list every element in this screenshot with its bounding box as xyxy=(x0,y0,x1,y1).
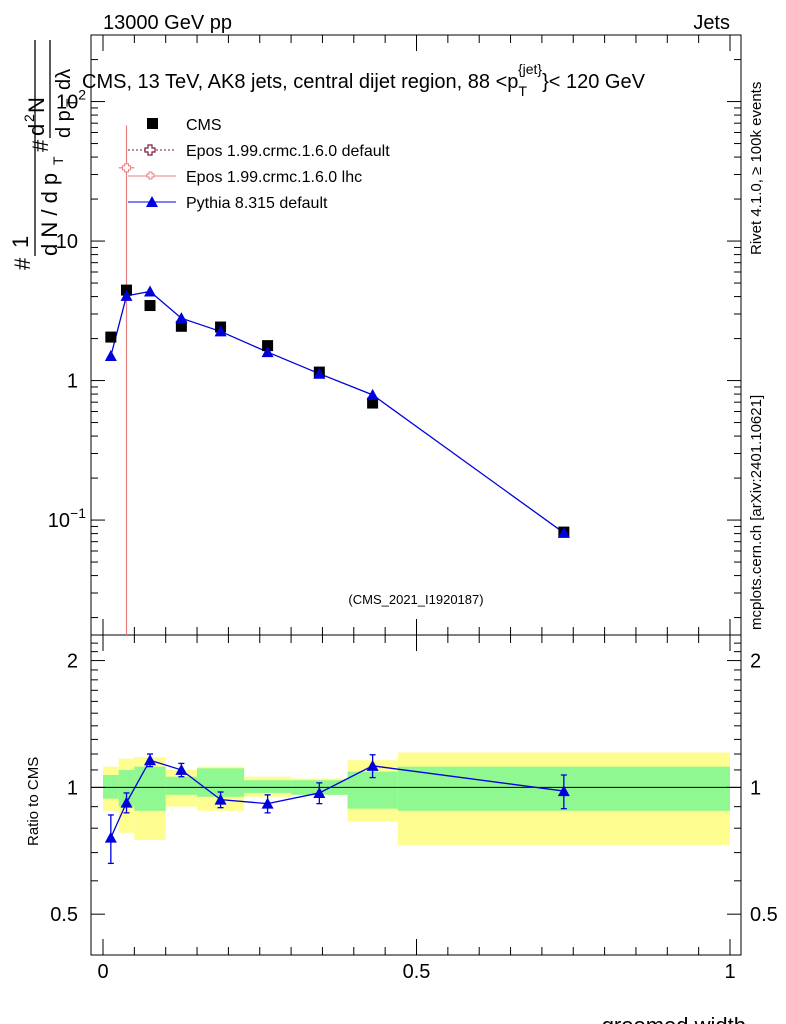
pythia-point xyxy=(366,388,379,400)
legend-entry-epos-lhc: Epos 1.99.crmc.1.6.0 lhc xyxy=(186,169,362,186)
rivet-label: Rivet 4.1.0, ≥ 100k events xyxy=(748,82,765,255)
pythia-point xyxy=(261,346,274,358)
pythia-ratio-point xyxy=(144,754,157,766)
cms-point xyxy=(262,340,274,352)
y-tick-0.1-exp: −1 xyxy=(70,505,86,521)
header-left: 13000 GeV pp xyxy=(103,12,232,34)
ratio-band-stat-0 xyxy=(103,774,119,799)
pythia-ratio-point xyxy=(175,763,188,775)
legend: CMS Epos 1.99.crmc.1.6.0 default Epos 1.… xyxy=(128,117,390,212)
legend-marker-cms xyxy=(147,118,158,129)
plot-title: CMS, 13 TeV, AK8 jets, central dijet reg… xyxy=(82,61,646,99)
axis-ticks xyxy=(91,34,741,956)
svg-text:d N / d p: d N / d p xyxy=(37,173,62,256)
y-tick-label-ratio-right: 1 xyxy=(750,777,761,799)
y-tick-label-main: 10 xyxy=(56,231,78,253)
legend-entry-cms: CMS xyxy=(186,117,222,134)
title-main: CMS, 13 TeV, AK8 jets, central dijet reg… xyxy=(82,71,518,93)
cms-point xyxy=(105,331,117,343)
pythia-ratio-point xyxy=(104,831,117,843)
svg-text:d p: d p xyxy=(53,110,75,138)
y-tick-label-ratio-right: 0.5 xyxy=(750,904,778,926)
y-tick-0.1-base: 10 xyxy=(48,510,70,532)
y-tick-label-ratio-right: 2 xyxy=(750,651,761,673)
pythia-ratio-point xyxy=(214,793,227,805)
title-sub: T xyxy=(518,83,527,99)
pythia-point xyxy=(175,312,188,324)
y-tick-label-main: 1 xyxy=(67,371,78,393)
title-tail: }< 120 GeV xyxy=(542,71,646,93)
legend-entry-epos-default: Epos 1.99.crmc.1.6.0 default xyxy=(186,143,390,160)
y-tick-100-exp: 2 xyxy=(78,87,86,103)
cms-point xyxy=(367,397,379,409)
y-tick-label-100: 102 xyxy=(56,87,86,114)
mcplots-label: mcplots.cern.ch [arXiv:2401.10621] xyxy=(748,395,765,630)
svg-text:d: d xyxy=(24,124,49,136)
header-right: Jets xyxy=(693,12,730,34)
data-marks xyxy=(104,125,570,865)
pythia-ratio-point xyxy=(261,797,274,809)
epos-lhc-point xyxy=(122,163,132,173)
y-tick-label-ratio-left: 1 xyxy=(67,777,78,799)
x-tick-label: 1 xyxy=(724,961,735,983)
y-tick-label-ratio-left: 0.5 xyxy=(50,904,78,926)
cms-point xyxy=(144,300,156,312)
y-tick-label-ratio-left: 2 xyxy=(67,651,78,673)
pythia-point xyxy=(557,526,570,538)
ratio-band-stat-1 xyxy=(118,769,135,807)
ratio-y-label: Ratio to CMS xyxy=(25,757,42,846)
svg-text:T: T xyxy=(63,98,79,107)
y-axis-label: # 1 d N / d p T # d 2 N d p T dλ xyxy=(8,40,79,270)
svg-text:dλ: dλ xyxy=(53,69,75,90)
legend-marker-epos-default xyxy=(144,144,156,156)
svg-text:#: # xyxy=(28,139,53,152)
svg-text:N: N xyxy=(24,97,49,113)
legend-marker-epos-lhc xyxy=(146,171,155,180)
x-tick-label: 0.5 xyxy=(403,961,431,983)
pythia-ratio-point xyxy=(557,785,570,797)
pythia-point xyxy=(144,285,157,297)
pythia-ratio-point xyxy=(120,796,133,808)
pythia-ratio-point xyxy=(313,786,326,798)
svg-text:#: # xyxy=(10,257,35,270)
pythia-point xyxy=(104,349,117,361)
pythia-point xyxy=(214,325,227,337)
cms-point xyxy=(175,320,187,332)
pythia-ratio-point xyxy=(366,759,379,771)
ratio-band-stat-2 xyxy=(134,766,166,811)
pythia-point xyxy=(120,289,133,301)
pythia-point xyxy=(313,367,326,379)
analysis-id: (CMS_2021_I1920187) xyxy=(348,592,483,607)
svg-text:T: T xyxy=(50,156,66,165)
axis-tick-labels: 0 0.5 1 10 1 2 2 1 1 0.5 0.5 xyxy=(50,231,778,983)
ratio-band-stat-3 xyxy=(165,776,198,795)
title-sup: {jet} xyxy=(518,61,542,77)
svg-text:1: 1 xyxy=(8,236,33,248)
ratio-band-stat-5 xyxy=(244,780,292,793)
y-tick-100-base: 10 xyxy=(56,92,78,114)
y-tick-label-0.1: 10−1 xyxy=(48,505,86,532)
x-axis-label: groomed width xyxy=(602,1013,746,1024)
legend-entry-pythia: Pythia 8.315 default xyxy=(186,195,328,212)
svg-text:2: 2 xyxy=(21,114,37,122)
legend-marker-pythia xyxy=(146,196,158,207)
x-tick-label: 0 xyxy=(97,961,108,983)
